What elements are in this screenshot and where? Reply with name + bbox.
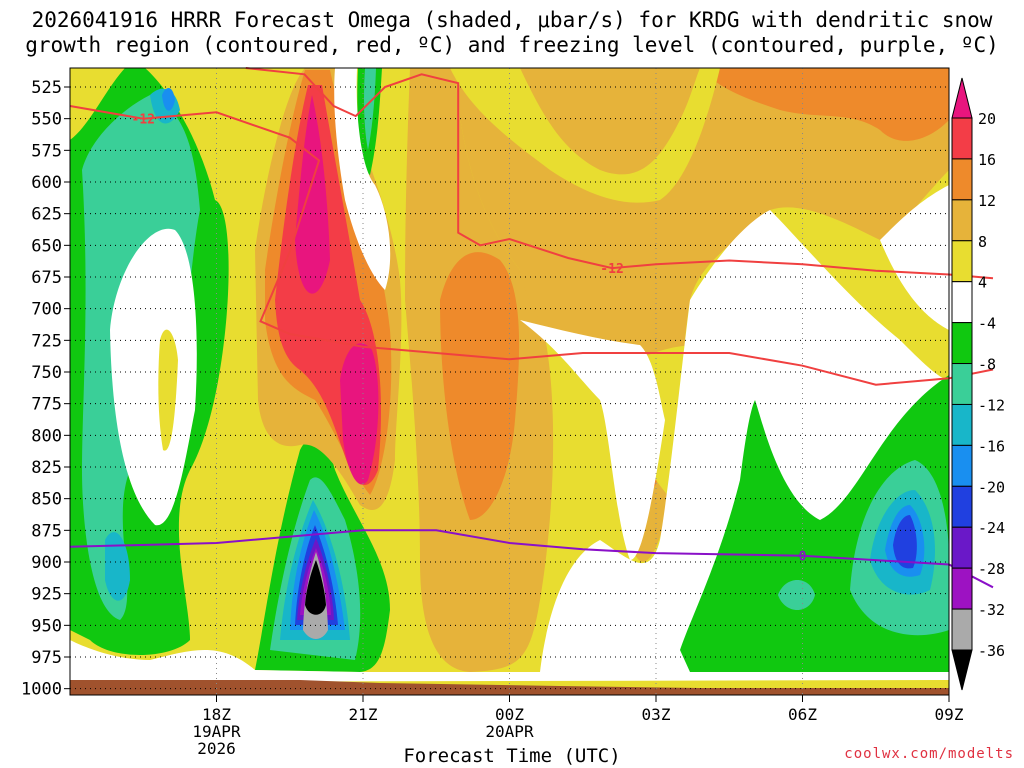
x-tick-sub1: 19APR xyxy=(192,722,241,741)
y-tick-label: 625 xyxy=(31,205,62,225)
colorbar-swatch xyxy=(951,281,973,324)
colorbar-swatch xyxy=(951,567,973,610)
colorbar-tick-label: -36 xyxy=(978,642,1005,660)
x-axis-title: Forecast Time (UTC) xyxy=(403,745,621,767)
colorbar-tick-label: -12 xyxy=(978,396,1005,414)
y-tick-label: 925 xyxy=(31,585,62,605)
colorbar-tick-label: 4 xyxy=(978,274,987,292)
y-tick-label: 900 xyxy=(31,553,62,573)
y-tick-label: 675 xyxy=(31,268,62,288)
dgz-upper-contour-label: -12 xyxy=(132,113,155,128)
colorbar-swatch xyxy=(951,158,973,201)
title-line2: growth region (contoured, red, ºC) and f… xyxy=(25,33,999,57)
y-tick-label: 550 xyxy=(31,110,62,130)
colorbar-top-arrow xyxy=(951,77,973,119)
y-tick-label: 575 xyxy=(31,141,62,161)
colorbar-swatch xyxy=(951,322,973,365)
shade-region-left-blue xyxy=(162,88,175,111)
shade-region-right-orange xyxy=(700,68,949,141)
x-tick-sub1: 20APR xyxy=(485,722,534,741)
colorbar-swatch xyxy=(951,485,973,528)
colorbar-tick-label: 8 xyxy=(978,233,987,251)
dgz-upper-contour xyxy=(69,105,994,386)
shade-region-right-white xyxy=(520,320,665,560)
shade-region-right-tan xyxy=(455,68,949,562)
dgz-lower-contour-label: -12 xyxy=(600,262,623,277)
colorbar-swatch xyxy=(951,526,973,569)
colorbar-swatch xyxy=(951,117,973,160)
colorbar-tick-label: -20 xyxy=(978,478,1005,496)
x-tick-label: 09Z xyxy=(935,705,964,724)
colorbar-tick-label: 12 xyxy=(978,192,996,210)
dgz-lower-contour xyxy=(245,67,994,280)
chart-title: 2026041916 HRRR Forecast Omega (shaded, … xyxy=(0,8,1024,58)
y-tick-label: 725 xyxy=(31,331,62,351)
y-tick-label: 525 xyxy=(31,78,62,98)
colorbar-tick-label: -24 xyxy=(978,519,1005,537)
colorbar-tick-label: -32 xyxy=(978,601,1005,619)
y-tick-label: 650 xyxy=(31,236,62,256)
colorbar-tick-label: 16 xyxy=(978,151,996,169)
y-tick-label: 850 xyxy=(31,490,62,510)
y-tick-label: 950 xyxy=(31,616,62,636)
x-tick-label: 18Z xyxy=(202,705,231,724)
shade-region-21z-black xyxy=(305,560,326,615)
plot-area xyxy=(70,68,949,695)
colorbar-tick-label: -4 xyxy=(978,315,996,333)
y-tick-label: 875 xyxy=(31,521,62,541)
colorbar-swatch xyxy=(951,608,973,651)
freezing-level-contour xyxy=(69,529,994,589)
x-tick-sub2: 2026 xyxy=(197,739,236,758)
colorbar: 20 16 12 8 4 -4 -8 -12 -16 -20 -24 -28 -32 -36 xyxy=(951,77,1005,691)
x-tick-label: 21Z xyxy=(349,705,378,724)
colorbar-tick-label: 20 xyxy=(978,110,996,128)
x-tick-label: 03Z xyxy=(642,705,671,724)
shade-region-right-darkblue xyxy=(893,515,917,569)
shade-region-right-yellow-band xyxy=(450,68,720,203)
y-tick-label: 600 xyxy=(31,173,62,193)
y-tick-label: 800 xyxy=(31,426,62,446)
title-line1: 2026041916 HRRR Forecast Omega (shaded, … xyxy=(31,8,993,32)
y-tick-label: 700 xyxy=(31,300,62,320)
y-tick-label: 1000 xyxy=(21,680,62,700)
colorbar-tick-label: -8 xyxy=(978,356,996,374)
y-tick-label: 750 xyxy=(31,363,62,383)
colorbar-swatch xyxy=(951,199,973,242)
source-url: coolwx.com/modelts xyxy=(844,746,1014,762)
shade-region-bottom-white xyxy=(70,640,949,682)
y-axis: 525 550 575 600 625 650 675 700 725 750 775 800 825 8… xyxy=(21,78,70,700)
x-tick-label: 00Z xyxy=(495,705,524,724)
colorbar-swatch xyxy=(951,363,973,405)
colorbar-swatch xyxy=(951,240,973,283)
y-tick-label: 775 xyxy=(31,395,62,415)
contour-lines: -12 -12 0 xyxy=(69,67,994,589)
colorbar-tick-label: -28 xyxy=(978,560,1005,578)
ground-terrain xyxy=(70,680,949,695)
shade-region-white-gap xyxy=(334,68,391,290)
shade-region-00z-orange xyxy=(440,252,520,520)
y-tick-label: 975 xyxy=(31,648,62,668)
y-tick-label: 825 xyxy=(31,458,62,478)
x-tick-label: 06Z xyxy=(788,705,817,724)
colorbar-bottom-arrow xyxy=(951,649,973,691)
shade-region-max-magenta-low xyxy=(340,343,379,485)
shade-region-far-right-white xyxy=(880,185,949,330)
colorbar-swatch xyxy=(951,403,973,446)
shade-region-left-teal-low xyxy=(105,532,130,601)
shade-region-right-teal-small xyxy=(778,580,815,610)
colorbar-swatch xyxy=(951,444,973,487)
shade-region-22z-teal xyxy=(364,68,376,150)
colorbar-tick-label: -16 xyxy=(978,437,1005,455)
shade-region-left-white xyxy=(110,228,197,526)
shade-region-max-magenta xyxy=(295,95,330,294)
freezing-level-contour-label: 0 xyxy=(799,550,807,565)
shade-region-left-yellow xyxy=(158,329,178,451)
